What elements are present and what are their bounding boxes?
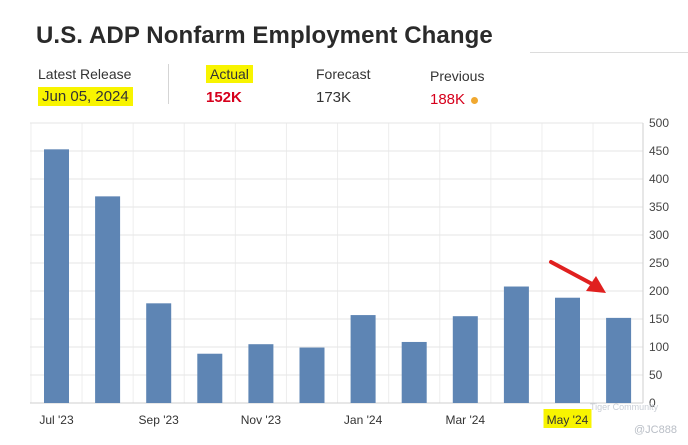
bar-jan-24 <box>350 315 376 403</box>
actual-value: 152K <box>206 89 242 106</box>
watermark-community: Tiger Community <box>590 402 659 412</box>
y-tick-label: 400 <box>649 172 669 186</box>
bar-mar-24 <box>452 316 478 403</box>
bar-apr-24 <box>503 286 529 403</box>
y-tick-label: 250 <box>649 256 669 270</box>
y-tick-label: 500 <box>649 116 669 130</box>
forecast-label: Forecast <box>316 66 371 82</box>
x-tick-label: May '24 <box>547 413 589 427</box>
x-tick-highlight <box>543 409 592 428</box>
x-tick-label: Sep '23 <box>139 413 180 427</box>
page-title: U.S. ADP Nonfarm Employment Change <box>36 22 493 49</box>
actual-block: Actual 152K <box>206 65 253 106</box>
bar-jul-23 <box>44 149 69 403</box>
y-tick-label: 150 <box>649 312 669 326</box>
x-tick-label: Nov '23 <box>241 413 282 427</box>
bar-nov-23 <box>248 344 274 403</box>
previous-block: Previous 188K <box>430 68 484 108</box>
bar-feb-24 <box>401 341 427 403</box>
title-divider <box>530 52 688 53</box>
y-tick-label: 350 <box>649 200 669 214</box>
bar-may-24 <box>555 297 580 403</box>
previous-label: Previous <box>430 68 485 84</box>
previous-dot-icon <box>471 96 479 104</box>
y-tick-label: 200 <box>649 284 669 298</box>
previous-value: 188K <box>430 91 466 108</box>
forecast-value: 173K <box>316 89 352 106</box>
x-tick-label: Mar '24 <box>445 413 485 427</box>
watermark-handle: @JC888 <box>634 424 677 436</box>
latest-release-block: Latest Release Jun 05, 2024 <box>38 66 133 106</box>
bar-sep-23 <box>146 303 172 403</box>
annotation-arrow-head <box>586 276 606 293</box>
y-tick-label: 100 <box>649 340 669 354</box>
y-tick-label: 450 <box>649 144 669 158</box>
latest-release-date: Jun 05, 2024 <box>38 87 133 106</box>
bar-jun-24 <box>606 317 632 403</box>
bar-oct-23 <box>197 353 223 403</box>
latest-release-label: Latest Release <box>38 66 132 82</box>
y-tick-label: 300 <box>649 228 669 242</box>
actual-label: Actual <box>206 65 253 83</box>
y-tick-label: 0 <box>649 396 656 410</box>
y-tick-label: 50 <box>649 368 663 382</box>
bar-dec-23 <box>299 347 325 403</box>
bar-aug-23 <box>95 196 121 403</box>
info-separator <box>168 64 169 104</box>
x-tick-label: Jul '23 <box>39 413 74 427</box>
forecast-block: Forecast 173K <box>316 66 370 106</box>
x-tick-label: Jan '24 <box>344 413 383 427</box>
annotation-arrow-shaft <box>549 260 596 287</box>
